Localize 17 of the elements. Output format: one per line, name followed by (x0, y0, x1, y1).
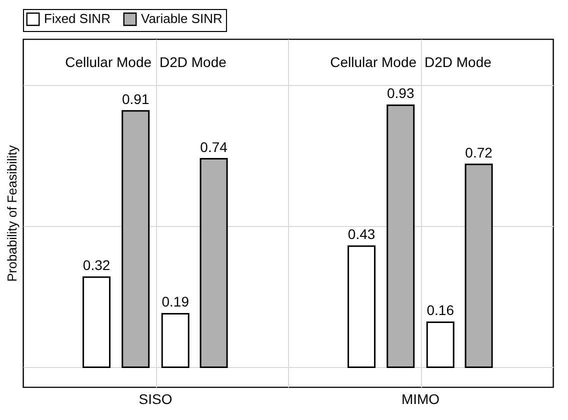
x-tick-label: D2D Mode (159, 54, 227, 70)
text: MIMO (401, 391, 440, 407)
legend-label: Variable SINR (141, 11, 222, 26)
data-label: 0.72 (465, 144, 493, 160)
x-tick-label: Cellular Mode (330, 54, 417, 70)
x-tick-label: Cellular Mode (65, 54, 152, 70)
data-label: 0.16 (426, 302, 454, 318)
data-label: 0.43 (348, 226, 376, 242)
data-label: 0.19 (162, 294, 190, 310)
data-label: 0.74 (200, 138, 228, 155)
legend-label: Fixed SINR (44, 11, 110, 26)
x-tick-label: D2D Mode (424, 54, 492, 70)
data-label: 0.32 (82, 257, 110, 274)
data-label: 0.93 (387, 85, 414, 102)
text: SISO (138, 391, 172, 407)
y-axis-title: Probability of Feasibility (4, 144, 20, 282)
data-label: 0.91 (122, 90, 150, 107)
